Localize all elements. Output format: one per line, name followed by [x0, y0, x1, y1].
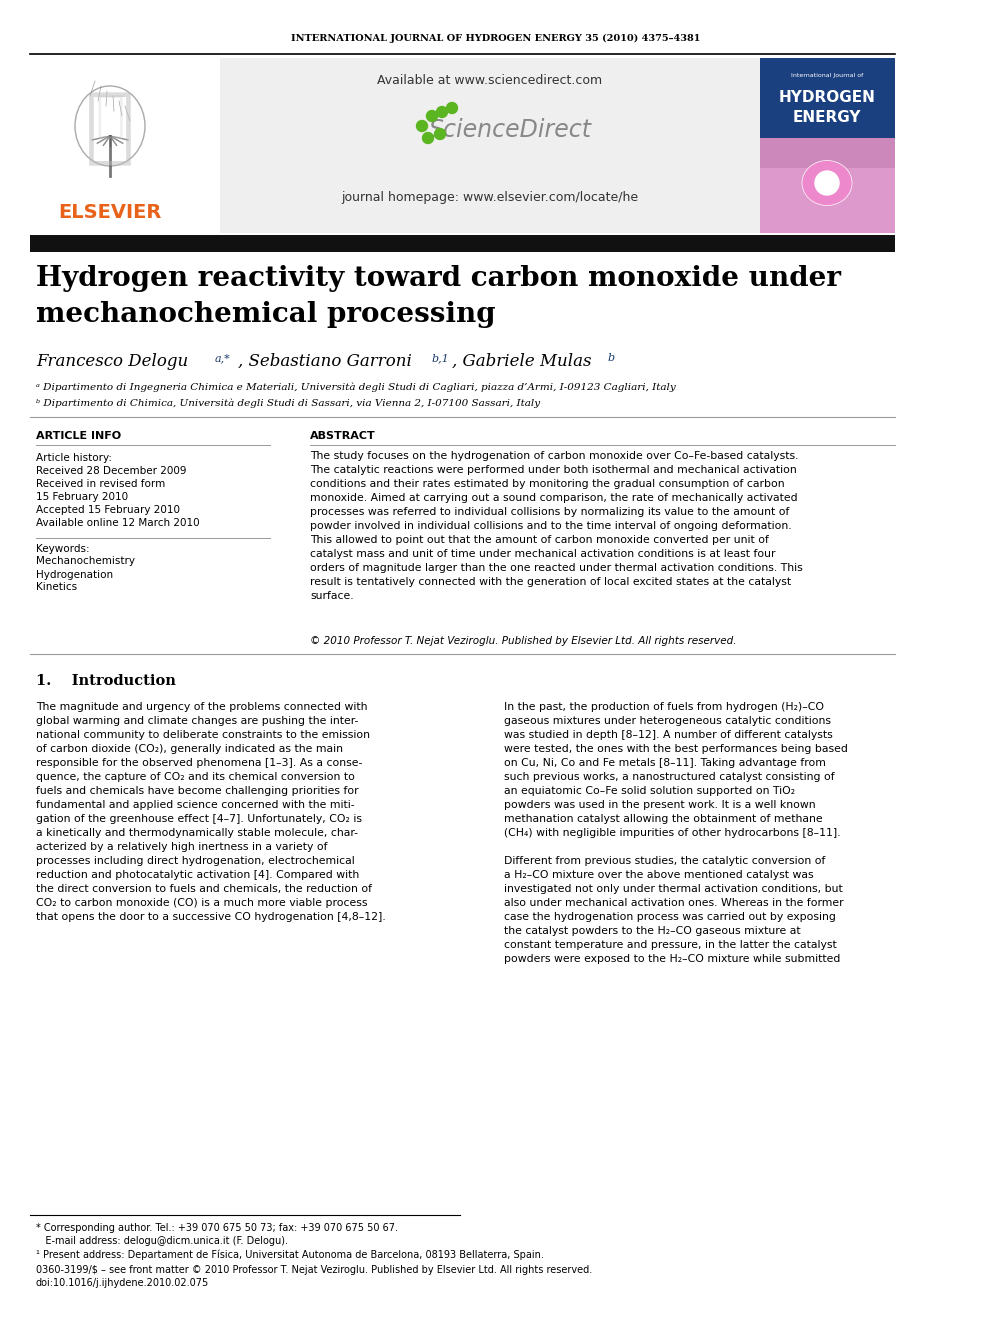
Text: mechanochemical processing: mechanochemical processing	[36, 302, 496, 328]
Text: , Gabriele Mulas: , Gabriele Mulas	[452, 353, 591, 370]
Text: The magnitude and urgency of the problems connected with
global warming and clim: The magnitude and urgency of the problem…	[36, 703, 386, 922]
Text: 1.    Introduction: 1. Introduction	[36, 673, 176, 688]
Text: INTERNATIONAL JOURNAL OF HYDROGEN ENERGY 35 (2010) 4375–4381: INTERNATIONAL JOURNAL OF HYDROGEN ENERGY…	[292, 33, 700, 42]
Text: b: b	[608, 353, 615, 363]
Text: , Sebastiano Garroni: , Sebastiano Garroni	[238, 353, 412, 370]
Circle shape	[434, 128, 445, 139]
Text: Accepted 15 February 2010: Accepted 15 February 2010	[36, 505, 180, 515]
Text: * Corresponding author. Tel.: +39 070 675 50 73; fax: +39 070 675 50 67.: * Corresponding author. Tel.: +39 070 67…	[36, 1222, 398, 1233]
Text: 𝒯: 𝒯	[85, 87, 135, 168]
Text: Available at www.sciencedirect.com: Available at www.sciencedirect.com	[377, 74, 602, 86]
Text: Hydrogen reactivity toward carbon monoxide under: Hydrogen reactivity toward carbon monoxi…	[36, 265, 841, 292]
Text: Received in revised form: Received in revised form	[36, 479, 166, 490]
Text: Hydrogenation: Hydrogenation	[36, 569, 113, 579]
Text: Kinetics: Kinetics	[36, 582, 77, 593]
Text: The study focuses on the hydrogenation of carbon monoxide over Co–Fe-based catal: The study focuses on the hydrogenation o…	[310, 451, 803, 601]
Text: Available online 12 March 2010: Available online 12 March 2010	[36, 519, 199, 528]
Text: b,1: b,1	[432, 353, 449, 363]
Circle shape	[423, 132, 434, 143]
Text: ABSTRACT: ABSTRACT	[310, 431, 376, 441]
Circle shape	[446, 102, 457, 114]
Circle shape	[815, 171, 839, 194]
Text: 0360-3199/$ – see front matter © 2010 Professor T. Nejat Veziroglu. Published by: 0360-3199/$ – see front matter © 2010 Pr…	[36, 1265, 592, 1274]
Text: In the past, the production of fuels from hydrogen (H₂)–CO
gaseous mixtures unde: In the past, the production of fuels fro…	[504, 703, 848, 964]
Bar	[30, 235, 895, 251]
Text: Received 28 December 2009: Received 28 December 2009	[36, 466, 186, 476]
Text: ENERGY: ENERGY	[793, 110, 861, 124]
Text: Article history:: Article history:	[36, 452, 112, 463]
Text: 15 February 2010: 15 February 2010	[36, 492, 128, 501]
Text: a,*: a,*	[215, 353, 231, 363]
Text: Keywords:: Keywords:	[36, 544, 89, 553]
Text: E-mail address: delogu@dicm.unica.it (F. Delogu).: E-mail address: delogu@dicm.unica.it (F.…	[36, 1236, 288, 1246]
Bar	[760, 138, 895, 233]
Text: International Journal of: International Journal of	[791, 73, 863, 78]
Ellipse shape	[802, 160, 852, 205]
Text: ¹ Present address: Departament de Física, Universitat Autonoma de Barcelona, 081: ¹ Present address: Departament de Física…	[36, 1249, 544, 1259]
Text: Francesco Delogu: Francesco Delogu	[36, 353, 193, 370]
Circle shape	[417, 120, 428, 131]
Text: journal homepage: www.elsevier.com/locate/he: journal homepage: www.elsevier.com/locat…	[341, 192, 639, 205]
Circle shape	[427, 111, 437, 122]
Text: doi:10.1016/j.ijhydene.2010.02.075: doi:10.1016/j.ijhydene.2010.02.075	[36, 1278, 209, 1287]
Bar	[760, 58, 895, 233]
Bar	[760, 168, 895, 233]
Text: ᵃ Dipartimento di Ingegneria Chimica e Materiali, Università degli Studi di Cagl: ᵃ Dipartimento di Ingegneria Chimica e M…	[36, 382, 676, 393]
Bar	[220, 58, 760, 233]
Bar	[30, 58, 220, 233]
Text: ScienceDirect: ScienceDirect	[429, 118, 591, 142]
Text: © 2010 Professor T. Nejat Veziroglu. Published by Elsevier Ltd. All rights reser: © 2010 Professor T. Nejat Veziroglu. Pub…	[310, 636, 736, 646]
Circle shape	[436, 106, 447, 118]
Text: Mechanochemistry: Mechanochemistry	[36, 557, 135, 566]
Text: ELSEVIER: ELSEVIER	[59, 204, 162, 222]
Text: ᵇ Dipartimento di Chimica, Università degli Studi di Sassari, via Vienna 2, I-07: ᵇ Dipartimento di Chimica, Università de…	[36, 400, 540, 409]
Text: ⬛: ⬛	[95, 93, 125, 140]
Text: ARTICLE INFO: ARTICLE INFO	[36, 431, 121, 441]
Text: HYDROGEN: HYDROGEN	[779, 90, 875, 105]
